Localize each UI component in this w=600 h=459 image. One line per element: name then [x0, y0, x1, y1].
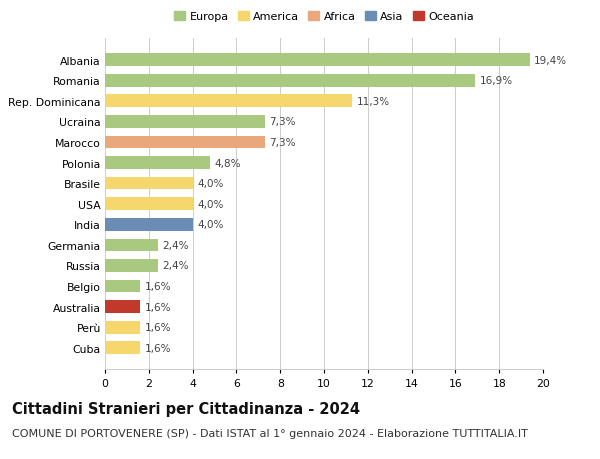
Bar — [105, 342, 140, 354]
Bar — [105, 157, 210, 169]
Text: Cittadini Stranieri per Cittadinanza - 2024: Cittadini Stranieri per Cittadinanza - 2… — [12, 402, 360, 417]
Text: 1,6%: 1,6% — [145, 281, 171, 291]
Bar — [105, 177, 193, 190]
Text: 11,3%: 11,3% — [357, 96, 390, 106]
Text: 1,6%: 1,6% — [145, 323, 171, 332]
Bar — [105, 95, 352, 108]
Text: 7,3%: 7,3% — [269, 138, 296, 148]
Text: COMUNE DI PORTOVENERE (SP) - Dati ISTAT al 1° gennaio 2024 - Elaborazione TUTTIT: COMUNE DI PORTOVENERE (SP) - Dati ISTAT … — [12, 428, 528, 438]
Bar — [105, 301, 140, 313]
Bar — [105, 74, 475, 87]
Text: 1,6%: 1,6% — [145, 343, 171, 353]
Text: 4,0%: 4,0% — [197, 179, 223, 189]
Text: 4,0%: 4,0% — [197, 220, 223, 230]
Bar — [105, 136, 265, 149]
Bar — [105, 218, 193, 231]
Text: 2,4%: 2,4% — [162, 241, 188, 250]
Text: 2,4%: 2,4% — [162, 261, 188, 271]
Bar — [105, 239, 158, 252]
Text: 16,9%: 16,9% — [479, 76, 512, 86]
Text: 4,8%: 4,8% — [215, 158, 241, 168]
Bar — [105, 321, 140, 334]
Bar — [105, 280, 140, 293]
Bar — [105, 198, 193, 211]
Bar — [105, 116, 265, 129]
Bar — [105, 259, 158, 272]
Bar — [105, 54, 530, 67]
Legend: Europa, America, Africa, Asia, Oceania: Europa, America, Africa, Asia, Oceania — [174, 11, 474, 22]
Text: 7,3%: 7,3% — [269, 117, 296, 127]
Text: 4,0%: 4,0% — [197, 199, 223, 209]
Text: 1,6%: 1,6% — [145, 302, 171, 312]
Text: 19,4%: 19,4% — [534, 56, 568, 65]
